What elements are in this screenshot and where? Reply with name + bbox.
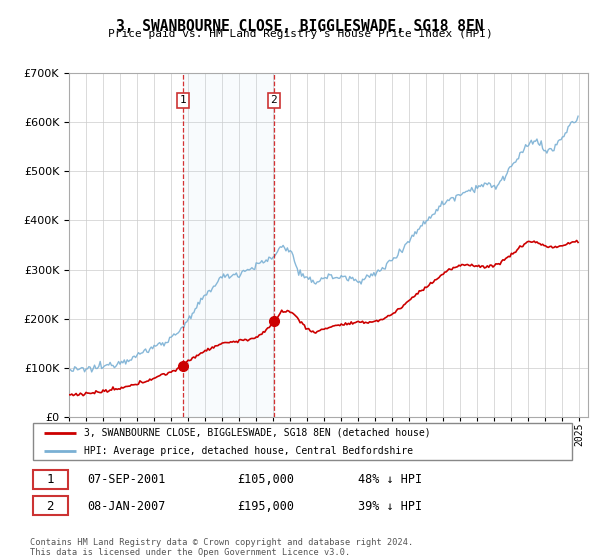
- Text: 07-SEP-2001: 07-SEP-2001: [88, 473, 166, 486]
- Text: 2: 2: [271, 95, 277, 105]
- FancyBboxPatch shape: [33, 496, 68, 515]
- Text: 3, SWANBOURNE CLOSE, BIGGLESWADE, SG18 8EN: 3, SWANBOURNE CLOSE, BIGGLESWADE, SG18 8…: [116, 19, 484, 34]
- Text: HPI: Average price, detached house, Central Bedfordshire: HPI: Average price, detached house, Cent…: [83, 446, 413, 456]
- FancyBboxPatch shape: [33, 470, 68, 489]
- Text: 08-JAN-2007: 08-JAN-2007: [88, 500, 166, 513]
- Text: 3, SWANBOURNE CLOSE, BIGGLESWADE, SG18 8EN (detached house): 3, SWANBOURNE CLOSE, BIGGLESWADE, SG18 8…: [83, 428, 430, 437]
- Text: £195,000: £195,000: [238, 500, 295, 513]
- Text: 1: 1: [180, 95, 187, 105]
- Bar: [183, 73, 274, 417]
- Text: Contains HM Land Registry data © Crown copyright and database right 2024.
This d: Contains HM Land Registry data © Crown c…: [30, 538, 413, 557]
- Text: 2: 2: [46, 500, 54, 513]
- Text: Price paid vs. HM Land Registry's House Price Index (HPI): Price paid vs. HM Land Registry's House …: [107, 29, 493, 39]
- Text: 48% ↓ HPI: 48% ↓ HPI: [358, 473, 422, 486]
- Text: 39% ↓ HPI: 39% ↓ HPI: [358, 500, 422, 513]
- Text: 1: 1: [46, 473, 54, 486]
- FancyBboxPatch shape: [33, 423, 572, 460]
- Text: £105,000: £105,000: [238, 473, 295, 486]
